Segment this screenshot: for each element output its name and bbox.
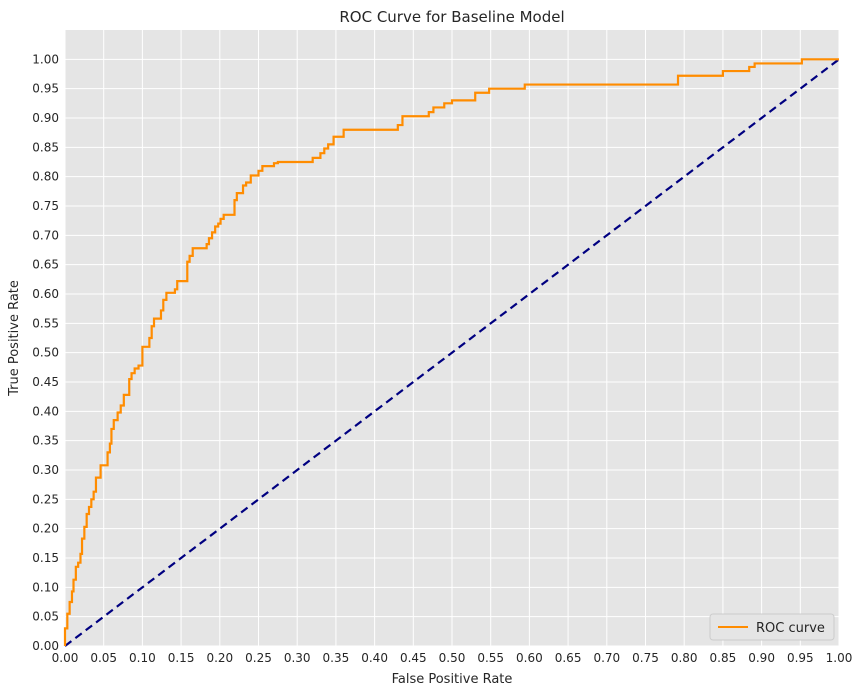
x-tick-label: 0.90	[748, 651, 775, 665]
x-tick-label: 0.05	[90, 651, 117, 665]
x-tick-label: 0.80	[671, 651, 698, 665]
x-tick-label: 0.55	[477, 651, 504, 665]
y-tick-label: 0.50	[32, 346, 59, 360]
x-tick-label: 0.65	[555, 651, 582, 665]
y-tick-label: 0.20	[32, 522, 59, 536]
y-tick-label: 0.75	[32, 199, 59, 213]
x-tick-label: 0.70	[593, 651, 620, 665]
x-tick-label: 0.75	[632, 651, 659, 665]
y-tick-label: 0.15	[32, 551, 59, 565]
y-tick-label: 0.80	[32, 170, 59, 184]
x-tick-label: 0.20	[206, 651, 233, 665]
y-tick-label: 0.35	[32, 434, 59, 448]
y-axis-ticks: 0.00 0.05 0.10 0.15 0.20 0.25 0.30 0.35 0.40 0.45…	[32, 52, 59, 653]
y-tick-label: 0.85	[32, 140, 59, 154]
y-axis-title: True Positive Rate	[7, 280, 22, 397]
y-tick-label: 0.60	[32, 287, 59, 301]
series-layer	[63, 58, 840, 647]
x-axis-ticks: 0.00 0.05 0.10 0.15 0.20 0.25 0.30 0.35 0.40 0.45…	[52, 651, 853, 665]
y-tick-label: 0.05	[32, 610, 59, 624]
x-tick-label: 0.60	[516, 651, 543, 665]
x-tick-label: 0.10	[129, 651, 156, 665]
x-axis-title: False Positive Rate	[392, 672, 513, 687]
baseline-diagonal-line	[64, 58, 840, 647]
chart-title: ROC Curve for Baseline Model	[339, 8, 564, 26]
y-tick-label: 0.55	[32, 316, 59, 330]
y-tick-label: 0.45	[32, 375, 59, 389]
y-tick-label: 0.25	[32, 492, 59, 506]
legend-box	[709, 613, 835, 641]
y-tick-label: 0.30	[32, 463, 59, 477]
y-tick-label: 0.90	[32, 111, 59, 125]
x-tick-label: 0.85	[710, 651, 737, 665]
x-tick-label: 0.95	[787, 651, 814, 665]
x-tick-label: 0.30	[284, 651, 311, 665]
x-tick-label: 0.50	[439, 651, 466, 665]
x-tick-label: 0.25	[245, 651, 272, 665]
legend-label-roc-curve: ROC curve	[756, 621, 825, 636]
y-tick-label: 0.10	[32, 580, 59, 594]
x-tick-label: 0.45	[400, 651, 427, 665]
grid-lines	[64, 30, 840, 647]
legend: ROC curve	[709, 613, 835, 641]
x-tick-label: 1.00	[826, 651, 853, 665]
y-tick-label: 0.65	[32, 258, 59, 272]
x-tick-label: 0.35	[323, 651, 350, 665]
y-tick-label: 1.00	[32, 52, 59, 66]
y-tick-label: 0.40	[32, 404, 59, 418]
y-tick-label: 0.95	[32, 82, 59, 96]
roc-curve-line	[63, 58, 839, 646]
y-tick-label: 0.00	[32, 639, 59, 653]
x-tick-label: 0.00	[52, 651, 79, 665]
x-tick-label: 0.15	[168, 651, 195, 665]
x-tick-label: 0.40	[361, 651, 388, 665]
y-tick-label: 0.70	[32, 228, 59, 242]
